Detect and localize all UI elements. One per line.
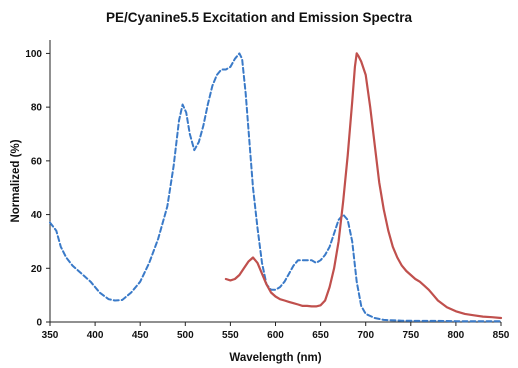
x-axis-title: Wavelength (nm) [229,352,321,364]
series-group [49,52,503,323]
x-axis-ticks: 350 400 450 500 550 600 650 700 750 800 850 [42,322,510,341]
plot-area: 350 400 450 500 550 600 650 700 750 800 850 0 20 40 6… [25,40,510,341]
y-tick-label: 60 [31,156,43,167]
x-tick-label: 400 [87,330,104,341]
chart-title: PE/Cyanine5.5 Excitation and Emission Sp… [105,10,413,25]
y-tick-label: 100 [25,49,42,60]
emission-series-line [224,52,503,320]
x-tick-label: 800 [448,330,465,341]
y-axis-ticks: 0 20 40 60 80 100 [25,49,50,329]
x-tick-label: 350 [42,330,59,341]
x-tick-label: 550 [222,330,239,341]
y-tick-label: 0 [36,318,42,329]
x-tick-label: 450 [132,330,149,341]
x-tick-label: 600 [267,330,284,341]
y-tick-label: 80 [31,103,43,114]
excitation-series-line [49,52,502,323]
x-tick-label: 650 [312,330,329,341]
x-tick-label: 850 [493,330,510,341]
x-tick-label: 700 [357,330,374,341]
y-tick-label: 40 [31,210,43,221]
x-tick-label: 500 [177,330,194,341]
y-axis-title: Normalized (%) [10,139,22,222]
x-tick-label: 750 [402,330,419,341]
y-tick-label: 20 [31,264,43,275]
